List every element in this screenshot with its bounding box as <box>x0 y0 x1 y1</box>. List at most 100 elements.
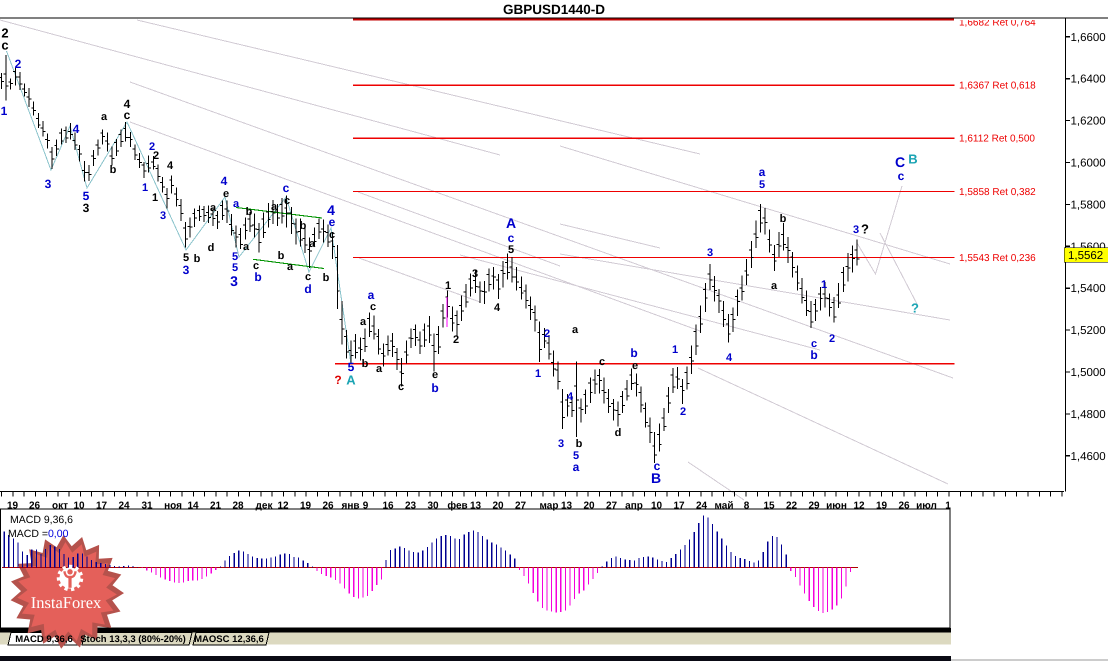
svg-text:e: e <box>632 360 638 372</box>
svg-text:29: 29 <box>808 501 820 512</box>
svg-text:b: b <box>254 270 261 284</box>
svg-text:C: C <box>895 154 905 170</box>
svg-text:мар: мар <box>540 501 559 512</box>
svg-text:d: d <box>208 242 215 254</box>
svg-text:5: 5 <box>232 251 238 263</box>
svg-text:InstaForex: InstaForex <box>31 593 102 612</box>
svg-text:дек: дек <box>256 501 274 512</box>
svg-text:4: 4 <box>494 302 501 314</box>
svg-text:1,4800: 1,4800 <box>1071 409 1106 421</box>
svg-text:19: 19 <box>300 501 312 512</box>
svg-text:15: 15 <box>763 501 775 512</box>
svg-text:фев: фев <box>447 501 467 512</box>
svg-text:27: 27 <box>606 501 618 512</box>
svg-text:1: 1 <box>821 279 827 291</box>
svg-text:16: 16 <box>382 501 394 512</box>
svg-text:e: e <box>432 369 438 381</box>
svg-text:c: c <box>370 301 376 313</box>
svg-text:30: 30 <box>427 501 439 512</box>
svg-text:май: май <box>715 501 734 512</box>
svg-text:9: 9 <box>363 501 369 512</box>
svg-text:4: 4 <box>73 122 80 136</box>
svg-text:8: 8 <box>744 501 750 512</box>
svg-text:3: 3 <box>183 263 190 277</box>
svg-text:12: 12 <box>277 501 289 512</box>
svg-text:1,5000: 1,5000 <box>1071 367 1106 379</box>
svg-text:2: 2 <box>149 141 155 153</box>
svg-text:17: 17 <box>673 501 685 512</box>
svg-text:17: 17 <box>96 501 108 512</box>
svg-text:c: c <box>811 338 817 350</box>
svg-text:1,6600: 1,6600 <box>1071 32 1106 44</box>
svg-text:1,6200: 1,6200 <box>1071 116 1106 128</box>
svg-text:28: 28 <box>232 501 244 512</box>
svg-text:3: 3 <box>707 247 713 259</box>
svg-text:1,6000: 1,6000 <box>1071 158 1106 170</box>
svg-text:4: 4 <box>726 352 733 364</box>
svg-text:1: 1 <box>1 104 8 118</box>
svg-text:1,5200: 1,5200 <box>1071 325 1106 337</box>
svg-text:b: b <box>110 164 117 176</box>
svg-text:a: a <box>368 288 375 302</box>
svg-text:5: 5 <box>508 244 514 256</box>
svg-text:a: a <box>771 280 778 292</box>
svg-text:24: 24 <box>118 501 130 512</box>
svg-text:10: 10 <box>73 501 85 512</box>
svg-text:c: c <box>329 229 335 241</box>
svg-text:?: ? <box>334 373 341 387</box>
svg-text:a: a <box>360 316 367 328</box>
svg-text:20: 20 <box>492 501 504 512</box>
svg-text:1,6400: 1,6400 <box>1071 74 1106 86</box>
svg-text:1: 1 <box>152 192 158 204</box>
svg-text:1,6682 Ret 0,764: 1,6682 Ret 0,764 <box>959 18 1036 29</box>
svg-text:5: 5 <box>83 189 90 203</box>
svg-text:19: 19 <box>7 501 19 512</box>
svg-text:a: a <box>759 165 766 179</box>
svg-text:19: 19 <box>876 501 888 512</box>
svg-text:3: 3 <box>45 177 52 191</box>
svg-text:Stoch 13,3,3 (80%-20%): Stoch 13,3,3 (80%-20%) <box>80 634 186 645</box>
svg-text:b: b <box>431 381 438 395</box>
svg-text:5: 5 <box>573 450 579 462</box>
svg-text:4: 4 <box>167 160 174 172</box>
svg-text:B: B <box>908 152 917 167</box>
svg-text:1: 1 <box>672 344 678 356</box>
svg-text:5: 5 <box>348 360 355 374</box>
svg-text:июн: июн <box>826 501 847 512</box>
svg-text:a: a <box>287 261 294 273</box>
svg-text:окт: окт <box>52 501 68 512</box>
svg-text:1,4600: 1,4600 <box>1071 451 1106 463</box>
svg-text:2: 2 <box>453 334 459 346</box>
svg-text:24: 24 <box>696 501 708 512</box>
svg-text:b: b <box>278 250 285 262</box>
svg-text:b: b <box>323 272 330 284</box>
svg-text:c: c <box>253 260 259 272</box>
svg-text:3: 3 <box>472 268 478 280</box>
svg-text:апр: апр <box>625 501 643 512</box>
svg-text:5: 5 <box>759 179 765 191</box>
svg-text:d: d <box>615 427 622 439</box>
svg-text:1: 1 <box>142 182 148 194</box>
svg-text:c: c <box>654 459 661 473</box>
svg-text:26: 26 <box>898 501 910 512</box>
svg-text:c: c <box>1 38 8 53</box>
svg-text:c: c <box>508 231 515 245</box>
svg-text:20: 20 <box>583 501 595 512</box>
svg-text:MACD 9,36,6: MACD 9,36,6 <box>15 634 73 645</box>
svg-text:B: B <box>651 470 661 486</box>
svg-text:2: 2 <box>829 333 835 345</box>
svg-text:2: 2 <box>1 26 8 41</box>
svg-text:c: c <box>124 108 131 122</box>
svg-text:a: a <box>101 111 108 123</box>
svg-text:31: 31 <box>141 501 153 512</box>
svg-text:4: 4 <box>567 391 574 403</box>
svg-text:1: 1 <box>445 280 451 292</box>
svg-text:23: 23 <box>405 501 417 512</box>
svg-text:ноя: ноя <box>164 501 182 512</box>
svg-text:10: 10 <box>651 501 663 512</box>
svg-text:3: 3 <box>83 201 90 215</box>
svg-text:?: ? <box>911 301 919 316</box>
svg-text:1,5800: 1,5800 <box>1071 199 1106 211</box>
svg-text:5: 5 <box>183 252 189 264</box>
svg-text:MACD 9,36,6: MACD 9,36,6 <box>10 514 73 526</box>
